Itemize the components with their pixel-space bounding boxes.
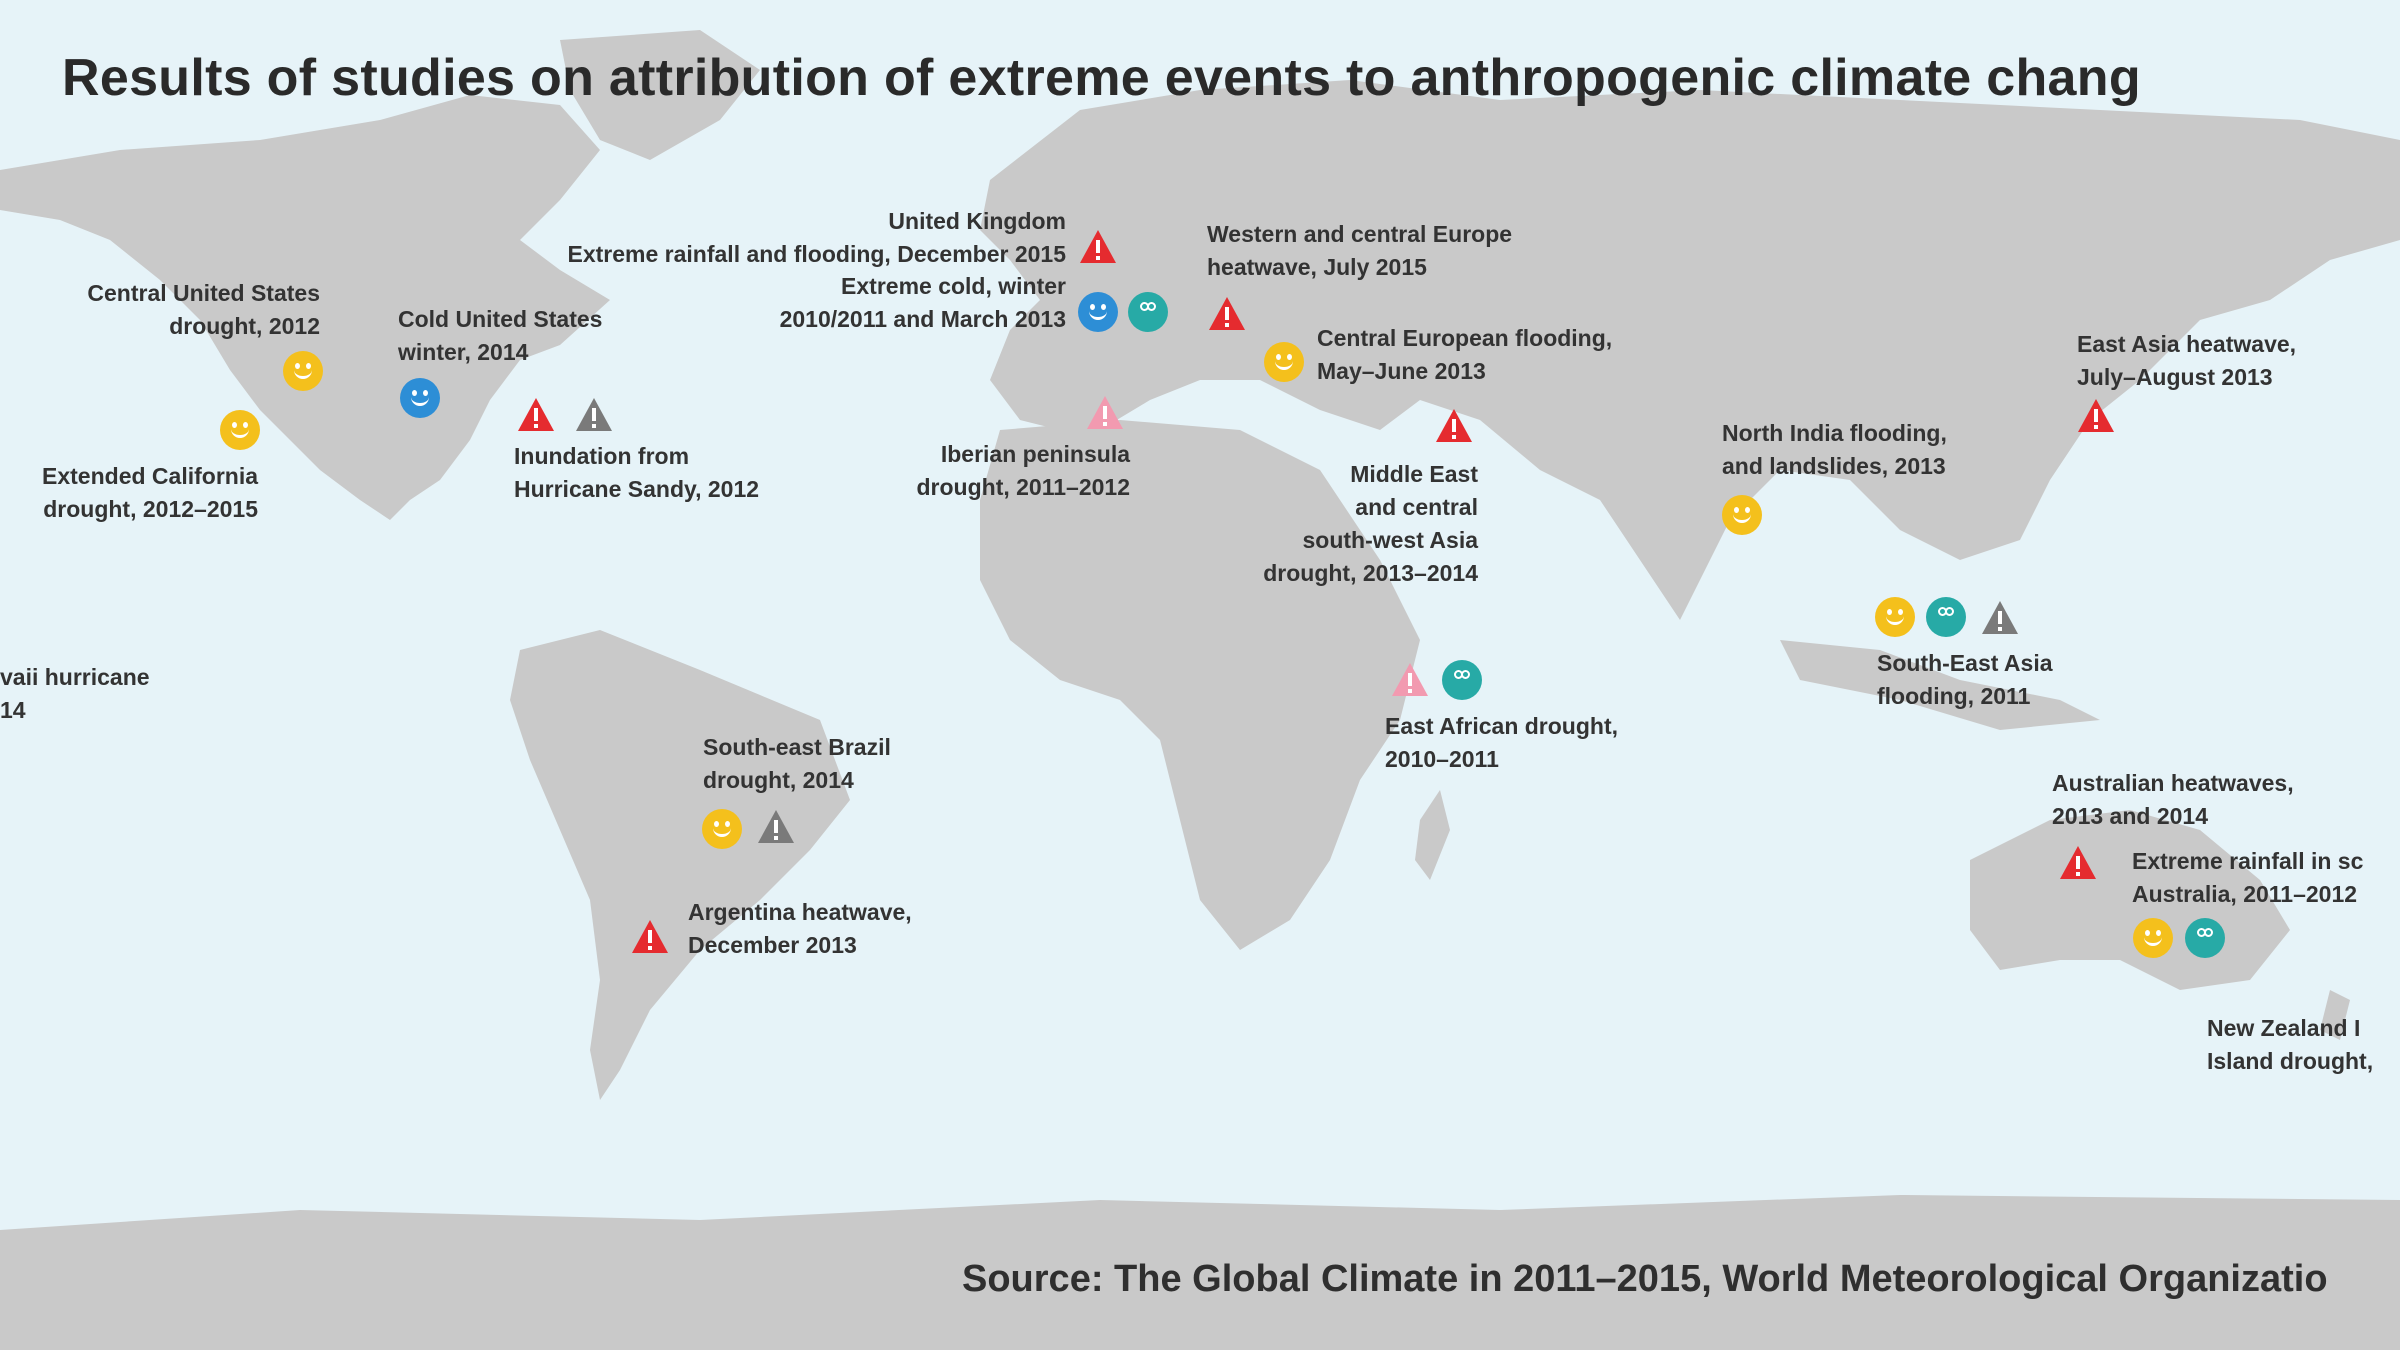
blue-face-icon [400, 378, 440, 418]
yellow-face-icon [283, 351, 323, 391]
teal-face-icon [1442, 660, 1482, 700]
pink-warning-icon [1390, 660, 1430, 700]
label-centralus: Central United States drought, 2012 [87, 280, 320, 339]
yellow-face-icon [220, 410, 260, 450]
yellow-face-icon [2133, 918, 2173, 958]
label-easia: East Asia heatwave, July–August 2013 [2077, 331, 2297, 390]
grey-warning-icon [574, 395, 614, 435]
antarctica-landmass [0, 1195, 2400, 1350]
label-india: North India flooding, and landslides, 201… [1722, 420, 1947, 479]
label-sandy: Inundation from Hurricane Sandy, 2012 [514, 443, 760, 502]
blue-face-icon [1078, 292, 1118, 332]
label-australia-heat: Australian heatwaves, 2013 and 2014 [2052, 770, 2294, 829]
red-warning-icon [2058, 843, 2098, 883]
south-america-landmass [510, 630, 850, 1100]
grey-warning-icon [756, 807, 796, 847]
map-title: Results of studies on attribution of ext… [62, 49, 2141, 107]
red-warning-icon [1207, 294, 1247, 334]
label-mideast: Middle East and central south-west Asia dro… [1263, 461, 1478, 586]
yellow-face-icon [1875, 597, 1915, 637]
red-warning-icon [516, 395, 556, 435]
label-brazil: South-east Brazil drought, 2014 [703, 734, 891, 793]
north-america-landmass [0, 95, 610, 520]
teal-face-icon [1128, 292, 1168, 332]
red-warning-icon [2076, 396, 2116, 436]
label-argentina: Argentina heatwave, December 2013 [688, 899, 912, 958]
source-note: Source: The Global Climate in 2011–2015,… [962, 1258, 2328, 1300]
eurasia-landmass [980, 80, 2400, 620]
yellow-face-icon [1264, 342, 1304, 382]
label-uk: United Kingdom Extreme rainfall and flood… [567, 208, 1067, 267]
label-weurope: Western and central Europe heatwave, July… [1207, 221, 1513, 280]
label-coldus: Cold United States winter, 2014 [398, 306, 603, 365]
label-australia-rain: Extreme rainfall in sc Australia, 2011–20… [2132, 848, 2364, 907]
red-warning-icon [630, 917, 670, 957]
red-warning-icon [1078, 227, 1118, 267]
red-warning-icon [1434, 406, 1474, 446]
teal-face-icon [2185, 918, 2225, 958]
yellow-face-icon [702, 809, 742, 849]
africa-landmass [980, 420, 1420, 950]
yellow-face-icon [1722, 495, 1762, 535]
teal-face-icon [1926, 597, 1966, 637]
label-seasia: South-East Asia flooding, 2011 [1877, 650, 2053, 709]
label-hawaii: vaii hurricane 14 [0, 664, 150, 723]
greenland-landmass [560, 30, 760, 160]
label-uk-cold: Extreme cold, winter 2010/2011 and March … [779, 273, 1066, 332]
grey-warning-icon [1980, 598, 2020, 638]
label-nz: New Zealand I Island drought, [2207, 1015, 2374, 1074]
label-eafrica: East African drought, 2010–2011 [1385, 713, 1618, 772]
label-ceurope: Central European flooding, May–June 2013 [1317, 325, 1613, 384]
label-california: Extended California drought, 2012–2015 [42, 463, 258, 522]
label-iberia: Iberian peninsula drought, 2011–2012 [916, 441, 1131, 500]
pink-warning-icon [1085, 393, 1125, 433]
